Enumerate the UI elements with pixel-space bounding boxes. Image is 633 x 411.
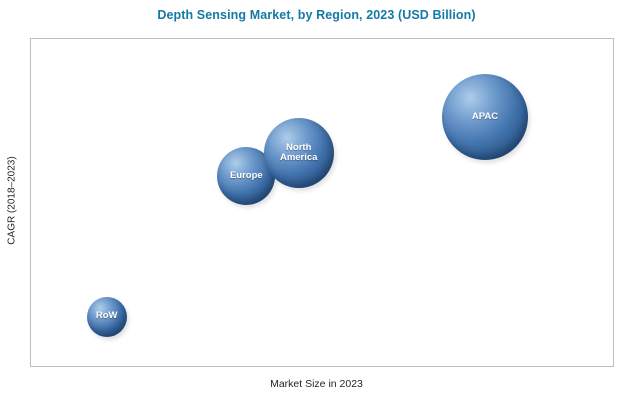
bubble-label: RoW [95,310,118,322]
chart-title: Depth Sensing Market, by Region, 2023 (U… [157,8,476,22]
bubble-apac: APAC [441,74,528,161]
bubble-label: North America [279,141,318,164]
bubble-north-america: North America [263,118,334,189]
bubble-label: Europe [229,169,263,181]
y-axis-label: CAGR (2018–2023) [6,156,18,245]
plot-area: RoW Europe North America APAC [30,38,614,367]
bubble-row: RoW [86,296,127,337]
bubble-label: APAC [471,111,499,122]
x-axis-label: Market Size in 2023 [270,378,363,390]
